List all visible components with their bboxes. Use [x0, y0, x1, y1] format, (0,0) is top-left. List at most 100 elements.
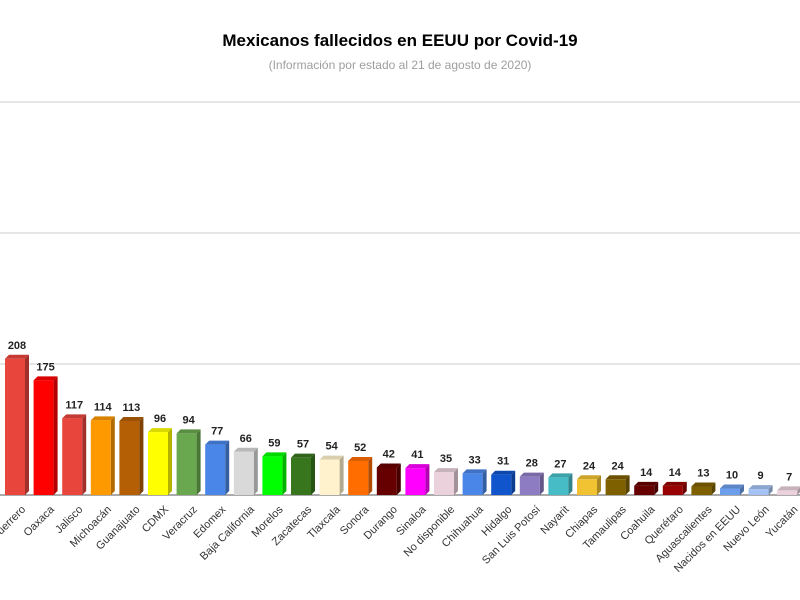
bar	[577, 479, 597, 495]
data-label: 24	[611, 460, 624, 472]
bar	[5, 358, 25, 495]
bar	[205, 444, 226, 495]
bar-top	[376, 463, 401, 468]
bar-side	[196, 429, 201, 495]
bar-top	[233, 447, 258, 452]
bar-side	[740, 484, 744, 495]
bar-top	[634, 481, 659, 486]
bar-top	[548, 473, 573, 478]
bar-top	[748, 485, 773, 490]
x-tick-label: Oaxaca	[22, 503, 58, 539]
bar	[348, 460, 369, 495]
bar-top	[577, 475, 601, 480]
data-label: 117	[65, 399, 83, 411]
bar	[176, 433, 197, 495]
bar	[33, 380, 54, 495]
bar	[605, 479, 626, 495]
bar-side	[139, 416, 144, 495]
data-label: 13	[697, 467, 709, 479]
bar-group: 208 Guerrero	[0, 340, 29, 543]
bar-side	[82, 414, 87, 495]
bar-top	[519, 472, 544, 477]
x-tick-label: Yucatán	[764, 504, 800, 541]
bar	[634, 485, 655, 495]
bar-top	[491, 470, 516, 475]
bar-side	[597, 475, 601, 495]
bar-side	[53, 376, 58, 495]
bar-top	[90, 416, 115, 421]
bar-side	[253, 447, 258, 495]
bar-side	[568, 473, 573, 495]
bar	[262, 456, 283, 495]
data-label: 14	[640, 467, 653, 479]
data-label: 59	[268, 437, 280, 449]
bar-side	[282, 452, 287, 495]
bar-side	[168, 428, 172, 495]
data-label: 7	[786, 471, 792, 483]
bar-side	[425, 464, 430, 495]
bar	[548, 477, 569, 495]
bar-top	[348, 456, 373, 461]
bar	[777, 490, 798, 495]
bar-side	[654, 481, 659, 495]
bar-top	[33, 376, 58, 381]
data-label: 14	[669, 467, 682, 479]
bar-top	[662, 481, 687, 486]
bar	[691, 486, 712, 495]
bar-side	[711, 482, 716, 495]
x-tick-label: Tlaxcala	[305, 503, 343, 541]
data-label: 114	[94, 401, 113, 413]
data-label: 113	[123, 402, 141, 414]
bar	[748, 489, 769, 495]
bar-top	[62, 414, 87, 419]
data-label: 27	[554, 458, 566, 470]
bar-side	[511, 470, 516, 495]
bar-top	[691, 482, 716, 487]
bar-top	[5, 354, 29, 359]
data-label: 66	[240, 433, 252, 445]
bar-top	[405, 464, 430, 469]
bar	[462, 473, 483, 495]
bar-side	[797, 487, 800, 495]
bar-side	[396, 463, 401, 495]
data-label: 9	[758, 470, 764, 482]
bar-side	[482, 469, 487, 495]
bar-top	[605, 475, 630, 480]
bar	[319, 459, 340, 495]
bar-side	[311, 453, 315, 495]
bar	[376, 467, 397, 495]
bar-top	[148, 428, 172, 433]
bar-side	[25, 354, 29, 495]
bar	[434, 472, 454, 495]
bar-side	[454, 468, 458, 495]
data-label: 94	[182, 414, 195, 426]
data-label: 10	[726, 469, 738, 481]
bar-top	[205, 440, 230, 445]
bar-side	[625, 475, 630, 495]
data-label: 35	[440, 453, 452, 465]
bar	[62, 418, 83, 495]
bar-top	[319, 455, 344, 460]
bar-top	[119, 416, 144, 421]
bar-top	[434, 468, 458, 473]
bar-top	[262, 452, 287, 457]
bar-side	[339, 455, 344, 495]
data-label: 54	[325, 441, 338, 453]
bar-top	[777, 486, 800, 491]
bar	[90, 420, 111, 495]
data-label: 96	[154, 413, 166, 425]
bar	[519, 476, 540, 495]
bar-side	[768, 485, 773, 495]
bar	[148, 432, 168, 495]
bar-group: 7 Yucatán	[764, 471, 800, 540]
bar	[405, 468, 426, 495]
bar-top	[462, 469, 487, 474]
bar-side	[110, 416, 115, 495]
bar	[233, 451, 254, 495]
bar-side	[682, 481, 687, 495]
data-label: 175	[36, 361, 54, 373]
